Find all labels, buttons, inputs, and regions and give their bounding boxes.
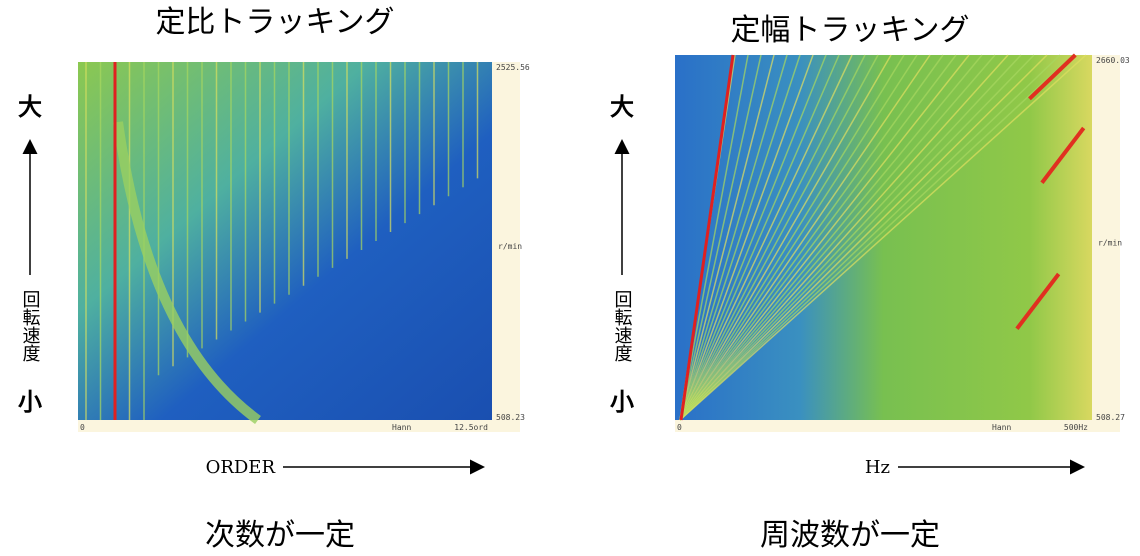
frequency-line xyxy=(679,54,801,421)
unit: r/min xyxy=(1098,239,1122,248)
frequency-line xyxy=(679,54,1035,421)
frequency-line xyxy=(679,54,814,421)
panel-title: 定幅トラッキング xyxy=(730,13,969,48)
x-axis-label: ORDER xyxy=(206,457,276,478)
frequency-line xyxy=(679,54,892,421)
frequency-line xyxy=(679,54,905,421)
harmonic xyxy=(1028,53,1077,101)
frequency-line xyxy=(679,54,762,421)
frequency-line xyxy=(679,54,918,421)
frequency-line xyxy=(679,54,1048,421)
top-value: 2525.56 xyxy=(496,63,530,72)
harmonic xyxy=(1015,272,1061,330)
frequency-line xyxy=(679,54,931,421)
frequency-line xyxy=(679,54,788,421)
frequency-line xyxy=(679,54,996,421)
frequency-line xyxy=(679,54,1074,421)
panel-title: 定比トラッキング xyxy=(155,5,394,40)
caption: 次数が一定 xyxy=(205,518,355,553)
frequency-line xyxy=(679,54,749,421)
frequency-line xyxy=(679,54,944,421)
frequency-line xyxy=(679,54,866,421)
low-label: 小 xyxy=(18,388,42,416)
window: Hann xyxy=(392,423,411,432)
frequency-line xyxy=(679,54,840,421)
unit: r/min xyxy=(498,242,522,251)
frequency-line xyxy=(679,54,827,421)
high-label: 大 xyxy=(610,93,634,121)
speed-label: 回転速度 xyxy=(612,290,633,362)
frequency-line xyxy=(679,54,1009,421)
window: Hann xyxy=(992,423,1011,432)
speed-label: 回転速度 xyxy=(20,290,41,362)
bottom-value: 508.23 xyxy=(496,413,525,422)
frequency-line xyxy=(679,54,879,421)
x-axis-label: Hz xyxy=(865,457,890,478)
frequency-line xyxy=(679,54,1022,421)
tracking-line xyxy=(679,54,735,421)
curve xyxy=(113,121,261,425)
frequency-line xyxy=(679,54,957,421)
frequency-line xyxy=(679,54,775,421)
bottom-strip xyxy=(675,420,1092,432)
value-strip xyxy=(492,62,520,432)
bottom-strip xyxy=(78,420,492,432)
frequency-line xyxy=(679,54,970,421)
high-label: 大 xyxy=(18,93,42,121)
caption: 周波数が一定 xyxy=(760,518,940,553)
frequency-line xyxy=(679,54,1087,421)
low-label: 小 xyxy=(610,388,634,416)
frequency-line xyxy=(679,54,983,421)
frequency-line xyxy=(679,54,1061,421)
harmonic xyxy=(1040,126,1086,184)
top-value: 2660.03 xyxy=(1096,56,1130,65)
x-start: 0 xyxy=(677,423,682,432)
value-strip xyxy=(1092,55,1120,432)
x-start: 0 xyxy=(80,423,85,432)
bottom-value: 508.27 xyxy=(1096,413,1125,422)
x-end: 12.5ord xyxy=(454,423,488,432)
x-end: 500Hz xyxy=(1064,423,1088,432)
frequency-line xyxy=(679,54,853,421)
